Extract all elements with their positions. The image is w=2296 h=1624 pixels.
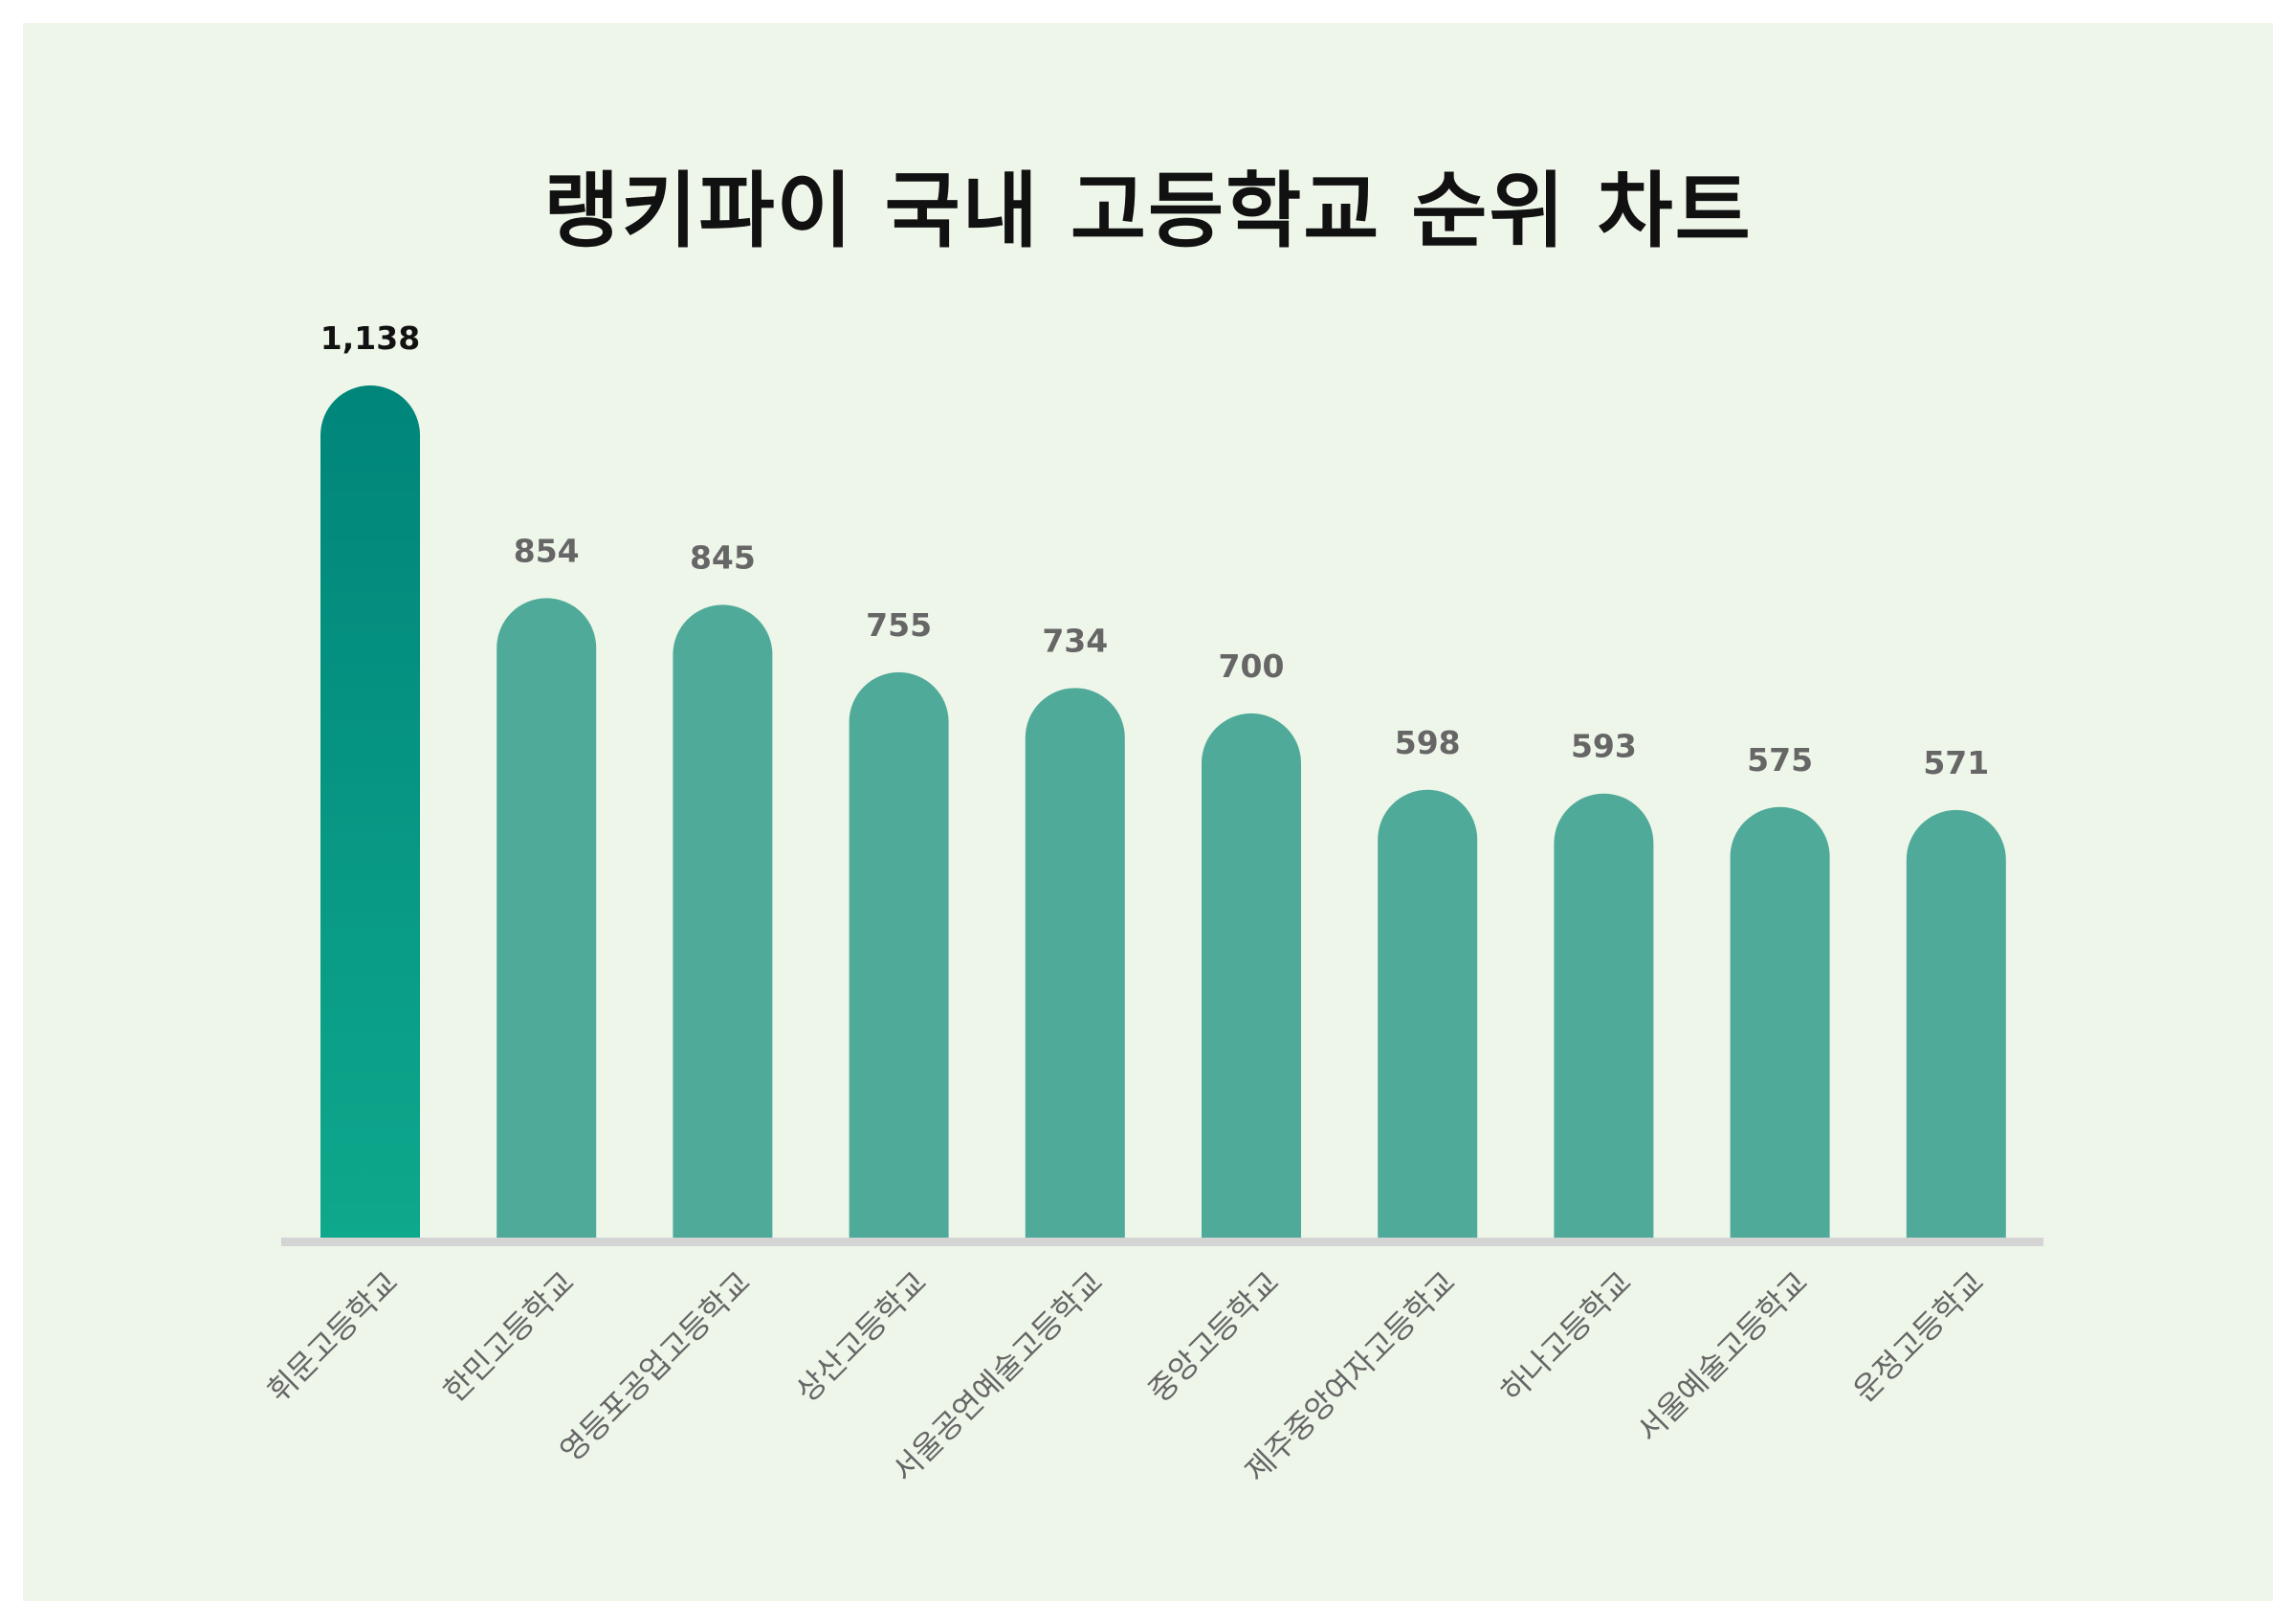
chart-title: 랭키파이 국내 고등학교 순위 차트: [543, 164, 1753, 259]
bar-10: [1906, 809, 2006, 1238]
value-label-6: 700: [1219, 647, 1285, 685]
value-label-1: 1,138: [320, 319, 420, 357]
category-label-10: 운정고등학교: [1846, 1264, 1992, 1410]
category-label-1: 휘문고등학교: [260, 1264, 406, 1410]
bar-8: [1554, 793, 1654, 1238]
bar-9: [1730, 806, 1830, 1238]
bar-2: [497, 598, 597, 1238]
bar-7: [1378, 789, 1478, 1238]
value-label-4: 755: [866, 606, 932, 644]
value-label-2: 854: [514, 532, 580, 569]
category-label-4: 상산고등학교: [788, 1264, 934, 1410]
x-axis-baseline: [281, 1238, 2043, 1246]
category-label-9: 서울예술고등학교: [1630, 1264, 1815, 1449]
value-label-7: 598: [1395, 724, 1461, 761]
category-label-2: 한민고등학교: [436, 1264, 582, 1410]
bar-4: [849, 671, 949, 1238]
category-label-6: 중앙고등학교: [1141, 1264, 1287, 1410]
bar-6: [1202, 713, 1301, 1238]
bar-5: [1025, 688, 1125, 1238]
value-label-5: 734: [1042, 622, 1108, 659]
value-label-3: 845: [690, 538, 756, 576]
value-label-9: 575: [1747, 741, 1813, 779]
category-label-8: 하나고등학교: [1493, 1264, 1639, 1410]
bar-1: [320, 385, 420, 1238]
value-label-10: 571: [1923, 744, 1989, 781]
category-label-3: 영등포공업고등학교: [553, 1264, 758, 1469]
bar-3: [673, 604, 773, 1238]
value-label-8: 593: [1571, 728, 1637, 765]
